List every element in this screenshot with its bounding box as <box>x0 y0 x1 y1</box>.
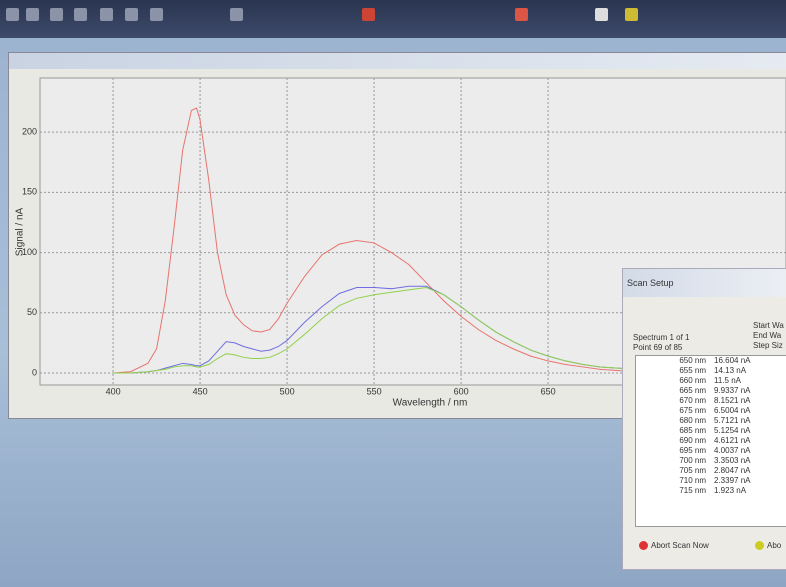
tool-icon[interactable] <box>26 8 39 21</box>
reading-wavelength: 675 nm <box>679 406 706 415</box>
tool-icon[interactable] <box>74 8 87 21</box>
reading-value: 5.1254 nA <box>714 426 751 435</box>
field-label: End Wa <box>753 331 782 340</box>
y-tick-label: 150 <box>22 187 37 197</box>
reading-wavelength: 660 nm <box>679 376 706 385</box>
reading-wavelength: 685 nm <box>679 426 706 435</box>
reading-value: 5.7121 nA <box>714 416 751 425</box>
reading-wavelength: 665 nm <box>679 386 706 395</box>
reading-value: 2.8047 nA <box>714 466 751 475</box>
reading-row: 655 nm 14.13 nA <box>636 366 786 376</box>
spectrum-line <box>113 286 636 374</box>
reading-wavelength: 655 nm <box>679 366 706 375</box>
reading-wavelength: 650 nm <box>679 356 706 365</box>
y-tick-label: 50 <box>27 307 37 317</box>
reading-row: 705 nm 2.8047 nA <box>636 466 786 476</box>
tool-icon[interactable] <box>362 8 375 21</box>
reading-wavelength: 710 nm <box>679 476 706 485</box>
x-axis-label: Wavelength / nm <box>393 398 468 409</box>
tool-icon[interactable] <box>515 8 528 21</box>
reading-row: 680 nm 5.7121 nA <box>636 416 786 426</box>
reading-value: 4.0037 nA <box>714 446 751 455</box>
y-axis-label: Signal / nA <box>15 207 26 256</box>
y-tick-label: 0 <box>32 367 37 377</box>
field-label: Start Wa <box>753 321 784 330</box>
button-label: Abort Scan Now <box>651 541 709 550</box>
tool-icon[interactable] <box>625 8 638 21</box>
tool-icon[interactable] <box>100 8 113 21</box>
tool-icon[interactable] <box>230 8 243 21</box>
window-title-bar <box>9 53 786 69</box>
reading-value: 4.6121 nA <box>714 436 751 445</box>
reading-row: 675 nm 6.5004 nA <box>636 406 786 416</box>
tool-icon[interactable] <box>6 8 19 21</box>
spectrum-line <box>113 107 636 374</box>
reading-value: 2.3397 nA <box>714 476 751 485</box>
abort-button[interactable]: Abort Scan Now <box>639 541 709 550</box>
tool-icon[interactable] <box>50 8 63 21</box>
abort-button-2[interactable]: Abo <box>755 541 781 550</box>
tool-icon[interactable] <box>150 8 163 21</box>
tool-icon[interactable] <box>595 8 608 21</box>
x-tick-label: 650 <box>541 386 556 396</box>
reading-value: 14.13 nA <box>714 366 747 375</box>
button-label: Abo <box>767 541 782 550</box>
toolbar <box>0 0 786 38</box>
reading-row: 710 nm 2.3397 nA <box>636 476 786 486</box>
reading-row: 660 nm 11.5 nA <box>636 376 786 386</box>
x-tick-label: 600 <box>454 386 469 396</box>
reading-row: 695 nm 4.0037 nA <box>636 446 786 456</box>
reading-value: 8.1521 nA <box>714 396 751 405</box>
reading-row: 700 nm 3.3503 nA <box>636 456 786 466</box>
x-tick-label: 450 <box>193 386 208 396</box>
reading-value: 1.923 nA <box>714 486 747 495</box>
reading-row: 665 nm 9.9337 nA <box>636 386 786 396</box>
reading-wavelength: 705 nm <box>679 466 706 475</box>
reading-wavelength: 690 nm <box>679 436 706 445</box>
reading-value: 9.9337 nA <box>714 386 751 395</box>
point-info: Point 69 of 85 <box>633 343 683 352</box>
panel-title: Scan Setup <box>623 269 786 297</box>
reading-wavelength: 670 nm <box>679 396 706 405</box>
scan-setup-panel: Scan Setup Spectrum 1 of 1 Point 69 of 8… <box>622 268 786 570</box>
reading-row: 670 nm 8.1521 nA <box>636 396 786 406</box>
reading-value: 6.5004 nA <box>714 406 751 415</box>
reading-wavelength: 715 nm <box>679 486 706 495</box>
reading-wavelength: 695 nm <box>679 446 706 455</box>
spectrum-info: Spectrum 1 of 1 <box>633 333 690 342</box>
field-labels: Start Wa End Wa Step Siz <box>753 321 784 351</box>
reading-row: 690 nm 4.6121 nA <box>636 436 786 446</box>
y-tick-label: 100 <box>22 247 37 257</box>
reading-value: 16.604 nA <box>714 356 751 365</box>
y-tick-label: 200 <box>22 127 37 137</box>
tool-icon[interactable] <box>125 8 138 21</box>
x-tick-label: 550 <box>367 386 382 396</box>
reading-value: 11.5 nA <box>714 376 741 385</box>
reading-list: 650 nm 16.604 nA 655 nm 14.13 nA 660 nm 11.5 … <box>635 355 786 527</box>
x-tick-label: 400 <box>106 386 121 396</box>
reading-wavelength: 700 nm <box>679 456 706 465</box>
reading-row: 685 nm 5.1254 nA <box>636 426 786 436</box>
field-label: Step Siz <box>753 341 783 350</box>
reading-row: 715 nm 1.923 nA <box>636 486 786 496</box>
reading-wavelength: 680 nm <box>679 416 706 425</box>
reading-value: 3.3503 nA <box>714 456 751 465</box>
reading-row: 650 nm 16.604 nA <box>636 356 786 366</box>
x-tick-label: 500 <box>280 386 295 396</box>
